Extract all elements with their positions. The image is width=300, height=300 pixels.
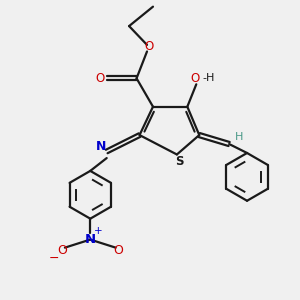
Text: −: −: [49, 252, 60, 265]
Text: O: O: [114, 244, 124, 256]
Text: -H: -H: [202, 73, 215, 83]
Text: +: +: [94, 226, 103, 236]
Text: O: O: [95, 72, 105, 85]
Text: S: S: [176, 154, 184, 167]
Text: O: O: [190, 72, 200, 85]
Text: N: N: [85, 233, 96, 246]
Text: H: H: [235, 132, 243, 142]
Text: N: N: [95, 140, 106, 153]
Text: O: O: [57, 244, 67, 256]
Text: O: O: [144, 40, 153, 53]
